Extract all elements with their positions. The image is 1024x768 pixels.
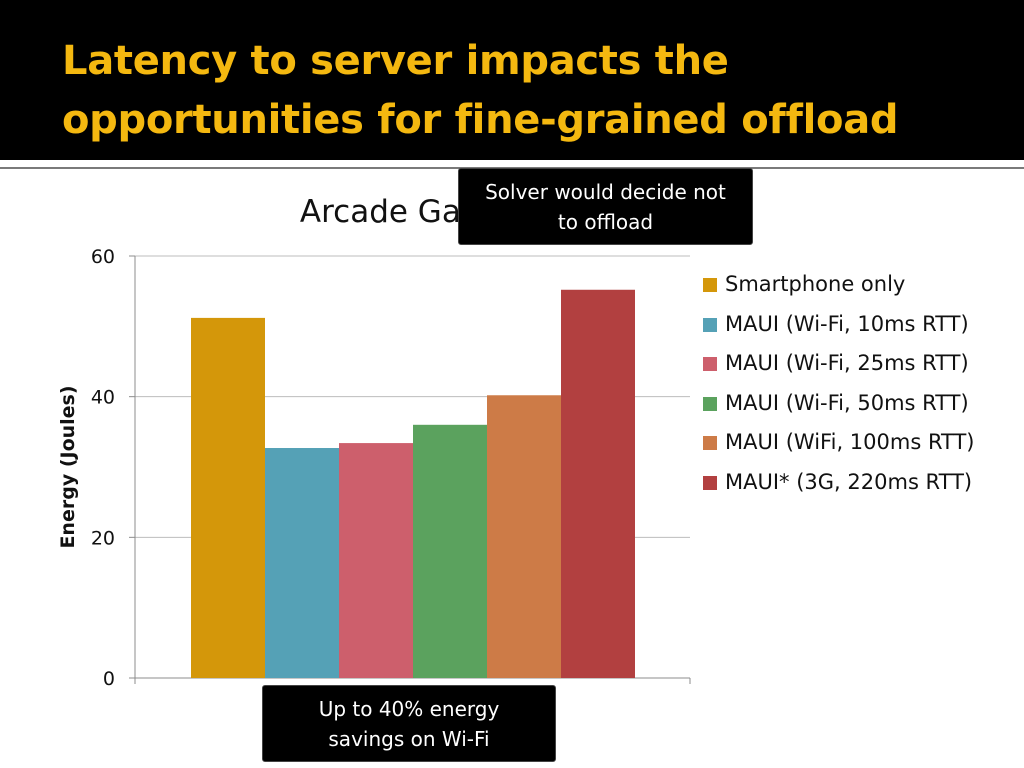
bar-3 — [339, 443, 413, 678]
chart-bars — [191, 289, 635, 678]
legend-swatch — [703, 396, 717, 411]
bar-2 — [265, 448, 339, 678]
callout-energy-savings-line2: savings on Wi-Fi — [328, 727, 490, 751]
bar-1 — [191, 317, 265, 678]
y-tick-label: 20 — [91, 527, 115, 549]
legend-item: MAUI (Wi-Fi, 25ms RTT) — [703, 347, 975, 387]
legend-label: MAUI (Wi-Fi, 50ms RTT) — [725, 390, 969, 415]
legend-label: Smartphone only — [725, 272, 906, 296]
legend-swatch — [703, 436, 717, 450]
legend-item: MAUI (Wi-Fi, 10ms RTT) — [703, 308, 975, 348]
legend-swatch — [703, 475, 717, 490]
callout-no-offload-line2: to offload — [557, 210, 654, 234]
legend-label: MAUI* (3G, 220ms RTT) — [725, 469, 973, 494]
y-tick-label: 0 — [103, 668, 115, 690]
y-axis-label: Energy (Joules) — [57, 385, 79, 548]
slide-title: Latency to server impacts the opportunit… — [62, 32, 982, 150]
legend-swatch — [703, 317, 717, 332]
legend-label: MAUI (Wi-Fi, 10ms RTT) — [725, 311, 969, 336]
legend-swatch — [703, 278, 717, 292]
legend-item: MAUI (WiFi, 100ms RTT) — [703, 426, 975, 466]
y-tick-label: 40 — [91, 387, 115, 409]
legend-label: MAUI (Wi-Fi, 25ms RTT) — [725, 351, 969, 375]
bar-6 — [561, 289, 635, 678]
callout-no-offload: Solver would decide not to offload — [458, 168, 753, 245]
bar-5 — [487, 395, 561, 678]
legend-item: Smartphone only — [703, 268, 975, 308]
legend-item: MAUI (Wi-Fi, 50ms RTT) — [703, 387, 975, 427]
callout-no-offload-line1: Solver would decide not — [485, 180, 726, 204]
bar-4 — [413, 424, 487, 678]
callout-energy-savings-line1: Up to 40% energy — [318, 697, 500, 721]
slide-title-line2: opportunities for fine-grained offload — [62, 97, 899, 143]
callout-energy-savings: Up to 40% energy savings on Wi-Fi — [262, 685, 556, 762]
chart-legend: Smartphone only MAUI (Wi-Fi, 10ms RTT) M… — [703, 268, 975, 505]
y-tick-label: 60 — [91, 246, 115, 268]
slide-header — [0, 0, 1024, 160]
legend-item: MAUI* (3G, 220ms RTT) — [703, 466, 975, 506]
slide-title-line1: Latency to server impacts the — [62, 38, 729, 84]
legend-label: MAUI (WiFi, 100ms RTT) — [725, 430, 975, 454]
legend-swatch — [703, 357, 717, 371]
